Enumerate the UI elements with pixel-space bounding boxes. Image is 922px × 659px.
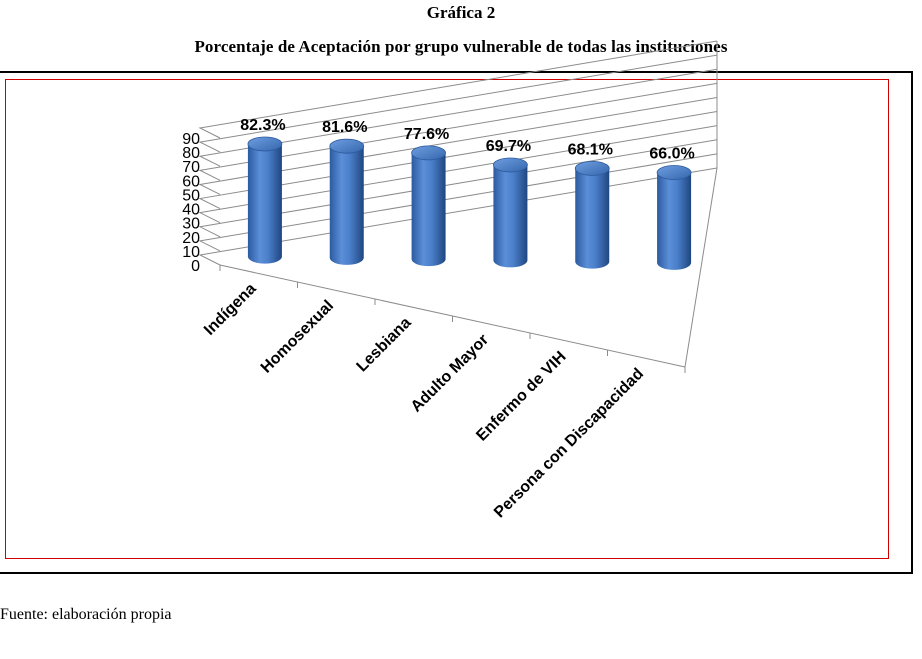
bar-body <box>493 164 528 268</box>
bar-body <box>575 168 610 269</box>
gridline-30 <box>198 125 718 224</box>
bar-3 <box>493 157 528 268</box>
category-label: Homosexual <box>258 297 337 376</box>
category-label: Indígena <box>201 280 260 339</box>
category-label: Enfermo de VIH <box>473 348 569 444</box>
gridline-60 <box>198 82 718 181</box>
bar-0 <box>247 136 283 264</box>
data-label: 81.6% <box>322 119 367 136</box>
bar-cap <box>411 145 446 161</box>
y-tick-label: 40 <box>182 202 200 219</box>
bar-cap <box>656 165 692 180</box>
figure-number: Gráfica 2 <box>426 3 496 22</box>
gridline-90 <box>198 40 718 139</box>
y-tick-label: 80 <box>182 145 200 162</box>
y-tick-label: 30 <box>182 216 200 233</box>
source-note: Fuente: elaboración propia <box>0 606 172 623</box>
y-tick-label: 0 <box>191 258 200 275</box>
chart-outer-frame <box>0 71 913 574</box>
gridline-70 <box>198 68 718 167</box>
bar-4 <box>574 161 610 269</box>
bar-body <box>329 146 364 265</box>
bar-1 <box>329 138 365 265</box>
bar-cap <box>329 138 365 154</box>
category-label: Persona con Discapacidad <box>491 365 647 521</box>
category-label: Adulto Mayor <box>408 331 492 415</box>
gridline-20 <box>198 139 718 238</box>
category-label: Lesbiana <box>354 314 415 375</box>
gridline-40 <box>198 111 718 210</box>
data-label: 66.0% <box>649 146 694 163</box>
bar-cap <box>493 157 528 173</box>
y-tick-label: 50 <box>182 187 200 204</box>
chart-area-border <box>5 79 889 559</box>
bar-cap <box>574 161 610 176</box>
bar-body <box>657 172 692 270</box>
chart-title: Porcentaje de Aceptación por grupo vulne… <box>194 37 728 56</box>
bar-body <box>411 152 446 267</box>
bar-cap <box>247 136 283 152</box>
y-tick-label: 70 <box>182 159 200 176</box>
y-tick-label: 10 <box>182 244 200 261</box>
gridline-0 <box>198 167 718 266</box>
bars-layer <box>247 136 692 270</box>
bar-5 <box>656 165 692 270</box>
gridline-50 <box>198 96 718 195</box>
data-label: 69.7% <box>486 138 531 155</box>
data-label: 82.3% <box>240 117 285 134</box>
y-tick-label: 20 <box>182 230 200 247</box>
bar-body <box>247 143 282 264</box>
bar-2 <box>411 145 446 267</box>
gridline-10 <box>198 153 718 252</box>
data-label: 77.6% <box>404 126 449 143</box>
y-tick-label: 90 <box>182 131 200 148</box>
data-label: 68.1% <box>568 141 613 158</box>
y-tick-label: 60 <box>182 173 200 190</box>
gridline-80 <box>198 54 718 153</box>
